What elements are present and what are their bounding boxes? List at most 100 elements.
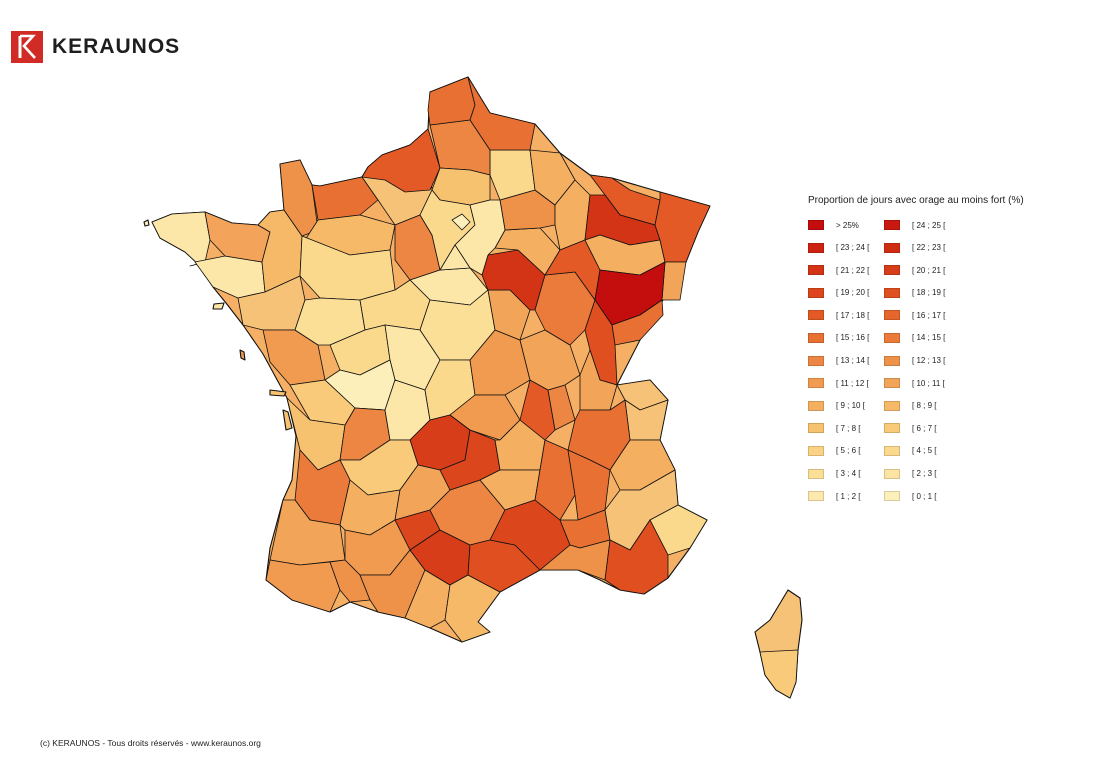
legend-label: [ 11 ; 12 [ (836, 378, 869, 388)
legend-label: [ 7 ; 8 [ (836, 423, 861, 433)
legend-swatch (884, 310, 900, 321)
legend-label: [ 3 ; 4 [ (836, 469, 861, 479)
legend-label: [ 20 ; 21 [ (912, 265, 946, 275)
legend-label: > 25% (836, 220, 859, 230)
island-oleron (282, 409, 293, 431)
legend-label: [ 24 ; 25 [ (912, 220, 946, 230)
legend-title: Proportion de jours avec orage au moins … (808, 195, 1024, 206)
legend-swatch (808, 242, 824, 253)
legend-label: [ 9 ; 10 [ (836, 401, 865, 411)
legend-item: [ 24 ; 25 [ (884, 218, 964, 232)
legend-swatch (808, 220, 824, 230)
legend-swatch (808, 491, 824, 502)
legend-item: [ 3 ; 4 [ (808, 467, 884, 481)
legend-label: [ 10 ; 11 [ (912, 378, 945, 388)
legend-item: [ 5 ; 6 [ (808, 444, 884, 458)
legend-item: [ 2 ; 3 [ (884, 467, 964, 481)
legend-swatch (808, 265, 824, 276)
legend-label: [ 23 ; 24 [ (836, 243, 870, 253)
dept-alpes-maritimes (649, 504, 708, 556)
legend-label: [ 12 ; 13 [ (912, 356, 946, 366)
legend-swatch (884, 378, 900, 389)
legend-swatch (884, 355, 900, 366)
legend-item: [ 6 ; 7 [ (884, 421, 964, 435)
legend-item: [ 18 ; 19 [ (884, 286, 964, 300)
legend-label: [ 8 ; 9 [ (912, 401, 937, 411)
legend-label: [ 13 ; 14 [ (836, 356, 870, 366)
legend-item: [ 10 ; 11 [ (884, 376, 964, 390)
legend-item: [ 20 ; 21 [ (884, 263, 964, 277)
island-noirmoutier (239, 349, 246, 361)
legend-swatch (808, 378, 824, 389)
legend-item: [ 16 ; 17 [ (884, 308, 964, 322)
dept-bas-rhin (654, 191, 711, 263)
copyright-footer: (c) KERAUNOS - Tous droits réservés - ww… (40, 738, 261, 748)
legend-swatch (884, 400, 900, 411)
legend-swatch (884, 468, 900, 479)
legend-item: [ 17 ; 18 [ (808, 308, 884, 322)
dept-corse-sud (759, 649, 799, 699)
legend-item: [ 13 ; 14 [ (808, 354, 884, 368)
legend: Proportion de jours avec orage au moins … (808, 195, 1024, 503)
brand-name: KERAUNOS (52, 35, 181, 58)
legend-label: [ 2 ; 3 [ (912, 469, 937, 479)
legend-swatch (884, 220, 900, 230)
legend-item: [ 21 ; 22 [ (808, 263, 884, 277)
legend-swatch (808, 423, 824, 434)
legend-label: [ 1 ; 2 [ (836, 491, 861, 501)
legend-label: [ 5 ; 6 [ (836, 446, 861, 456)
dept-aude (444, 574, 501, 643)
legend-swatch (808, 310, 824, 321)
dept-morbihan (194, 255, 266, 299)
legend-label: [ 19 ; 20 [ (836, 288, 870, 298)
legend-swatch (884, 287, 900, 298)
island-ushant (143, 219, 150, 227)
legend-label: [ 17 ; 18 [ (836, 310, 870, 320)
island-belle-ile (212, 302, 225, 310)
legend-item: [ 4 ; 5 [ (884, 444, 964, 458)
dept-essonne (439, 244, 471, 271)
legend-swatch (808, 445, 824, 456)
legend-label: [ 18 ; 19 [ (912, 288, 946, 298)
dept-pas-calais (427, 76, 476, 126)
legend-label: [ 22 ; 23 [ (912, 243, 946, 253)
brand-header: KERAUNOS (11, 31, 180, 63)
legend-item: [ 22 ; 23 [ (884, 241, 964, 255)
dept-seine-marne (454, 199, 506, 276)
legend-swatch (808, 355, 824, 366)
legend-item: [ 9 ; 10 [ (808, 399, 884, 413)
legend-swatch (808, 332, 824, 343)
dept-nord (467, 76, 536, 151)
legend-item: [ 14 ; 15 [ (884, 331, 964, 345)
legend-swatch (884, 332, 900, 343)
legend-swatch (884, 242, 900, 253)
legend-swatch (808, 287, 824, 298)
legend-item: [ 15 ; 16 [ (808, 331, 884, 345)
dept-haut-rhin (661, 261, 687, 301)
legend-item: [ 8 ; 9 [ (884, 399, 964, 413)
legend-label: [ 16 ; 17 [ (912, 310, 946, 320)
keraunos-logo-icon (11, 31, 43, 63)
legend-swatch (808, 468, 824, 479)
legend-label: [ 6 ; 7 [ (912, 423, 937, 433)
legend-label: [ 4 ; 5 [ (912, 446, 937, 456)
dept-paris (451, 213, 471, 231)
legend-item: [ 12 ; 13 [ (884, 354, 964, 368)
legend-item: [ 7 ; 8 [ (808, 421, 884, 435)
island-re (269, 389, 287, 397)
legend-item: [ 11 ; 12 [ (808, 376, 884, 390)
legend-swatch (884, 491, 900, 502)
legend-label: [ 21 ; 22 [ (836, 265, 870, 275)
dept-seine-mar (361, 128, 441, 193)
legend-swatch (884, 445, 900, 456)
legend-swatch (884, 423, 900, 434)
legend-item: [ 1 ; 2 [ (808, 489, 884, 503)
legend-item: [ 19 ; 20 [ (808, 286, 884, 300)
legend-item: [ 0 ; 1 [ (884, 489, 964, 503)
dept-pyrenees-atl (265, 559, 341, 613)
legend-item: [ 23 ; 24 [ (808, 241, 884, 255)
legend-grid: > 25% [ 24 ; 25 [ [ 23 ; 24 [ [ 22 ; 23 [ [ … (808, 218, 1024, 503)
legend-label: [ 15 ; 16 [ (836, 333, 870, 343)
legend-swatch (884, 265, 900, 276)
